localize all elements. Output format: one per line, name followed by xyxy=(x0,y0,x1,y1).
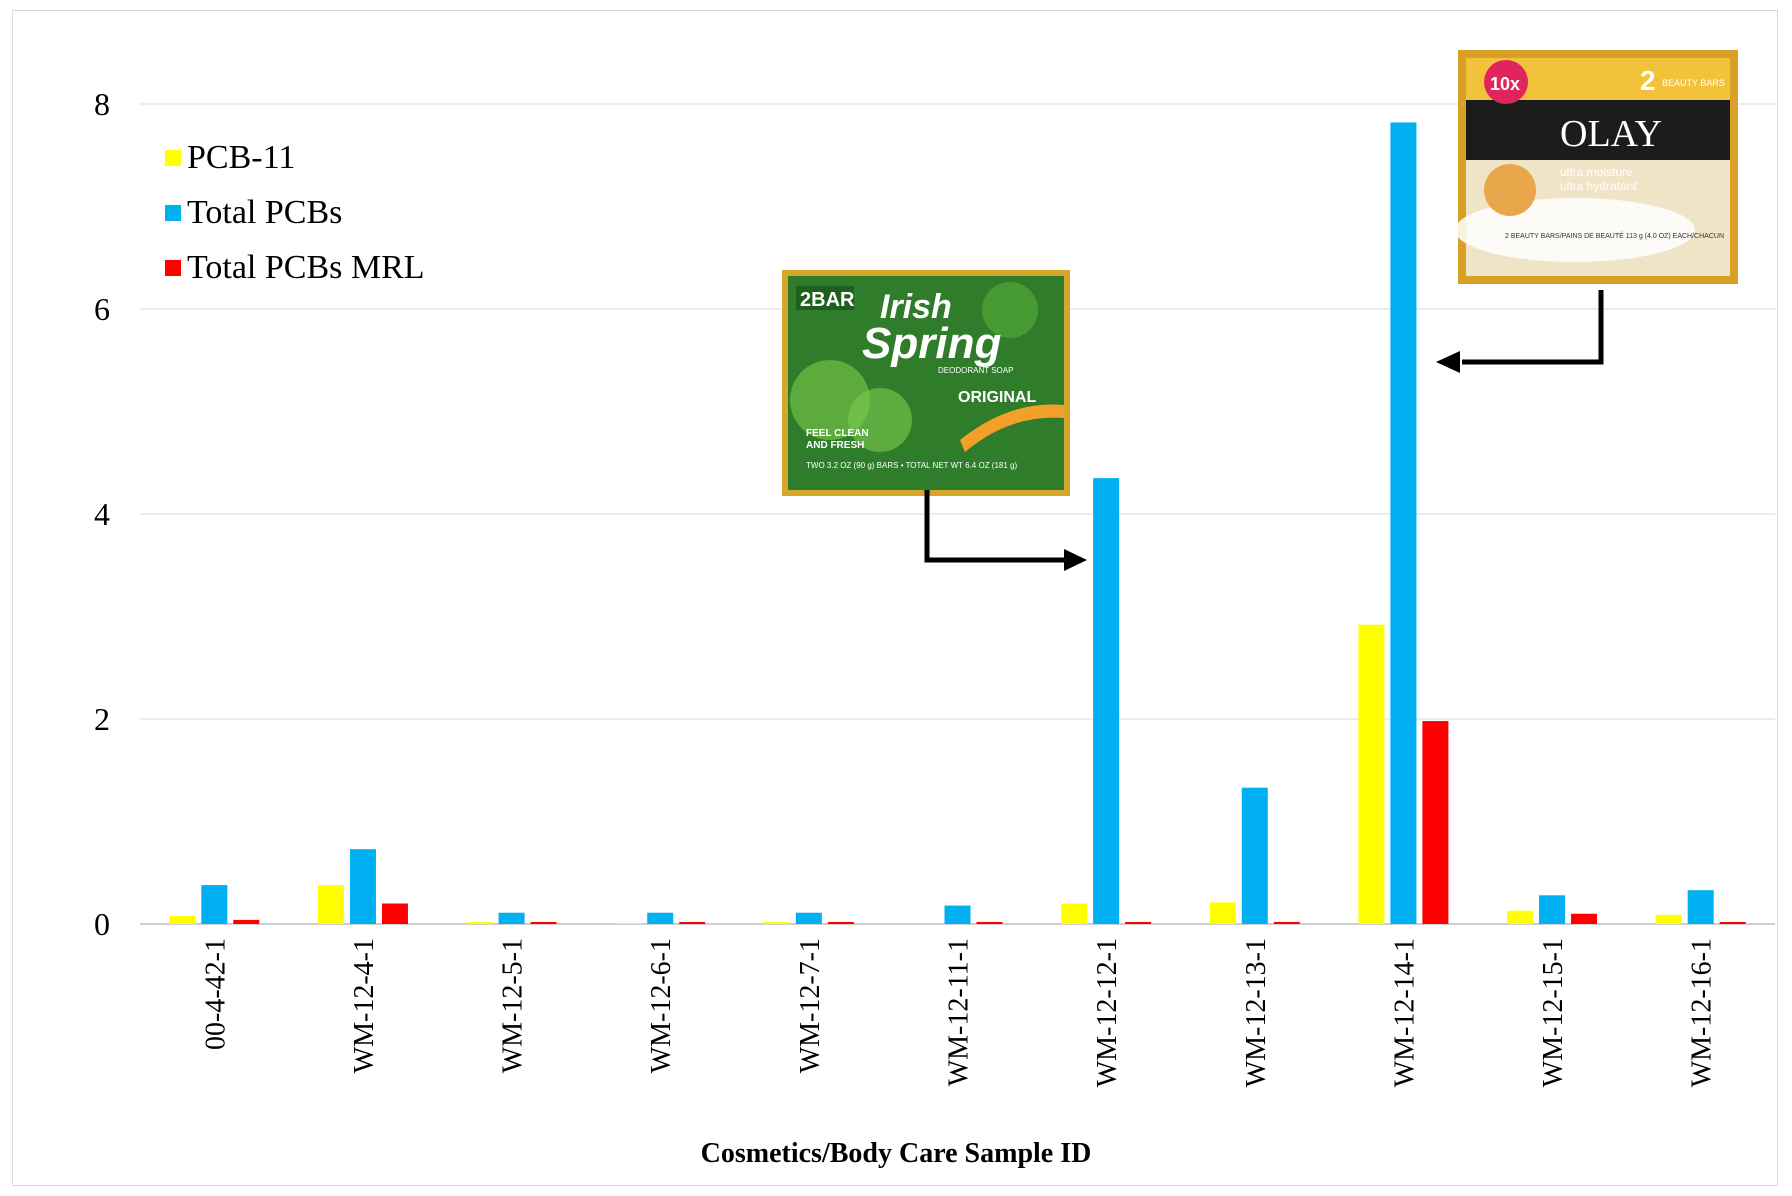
bar-total-pcbs-wm-12-16-1 xyxy=(1687,890,1714,924)
legend-item-total-pcbs-mrl: Total PCBs MRL xyxy=(165,240,425,295)
irish-tagline2: AND FRESH xyxy=(806,440,864,451)
olay-product1: ultra moisture xyxy=(1560,165,1633,179)
bar-total-pcbs-mrl-wm-12-14-1 xyxy=(1422,721,1449,924)
bar-total-pcbs-mrl-00-4-42-1 xyxy=(233,919,260,924)
bar-total-pcbs-mrl-wm-12-11-1 xyxy=(976,921,1003,924)
arrow-olay xyxy=(1462,290,1604,365)
bar-total-pcbs-wm-12-15-1 xyxy=(1539,895,1566,924)
bar-total-pcbs-mrl-wm-12-6-1 xyxy=(679,921,706,924)
x-tick-label: WM-12-14-1 xyxy=(1389,938,1420,1087)
bar-total-pcbs-mrl-wm-12-13-1 xyxy=(1273,921,1300,924)
olay-bars-text: BEAUTY BARS xyxy=(1662,78,1725,88)
bar-total-pcbs-mrl-wm-12-12-1 xyxy=(1125,921,1152,924)
x-tick-label: WM-12-7-1 xyxy=(795,938,826,1073)
bar-total-pcbs-wm-12-6-1 xyxy=(647,912,674,924)
x-tick-label: WM-12-12-1 xyxy=(1092,938,1123,1087)
bar-pcb-11-wm-12-5-1 xyxy=(466,921,493,924)
bar-pcb-11-wm-12-12-1 xyxy=(1061,903,1088,924)
bar-pcb-11-wm-12-14-1 xyxy=(1358,624,1385,924)
x-tick-label: WM-12-16-1 xyxy=(1687,938,1718,1087)
olay-badge: 10x xyxy=(1490,74,1520,94)
x-axis-title: Cosmetics/Body Care Sample ID xyxy=(700,1138,1092,1169)
bar-pcb-11-wm-12-4-1 xyxy=(317,885,344,924)
bar-pcb-11-wm-12-7-1 xyxy=(763,921,790,924)
bar-total-pcbs-wm-12-12-1 xyxy=(1093,478,1120,924)
x-tick-label: WM-12-11-1 xyxy=(944,938,975,1086)
y-tick-label: 6 xyxy=(94,291,110,327)
y-tick-labels: 0 2 4 6 8 xyxy=(94,86,110,942)
bar-pcb-11-wm-12-6-1 xyxy=(615,922,642,924)
bar-pcb-11-wm-12-16-1 xyxy=(1655,914,1682,924)
y-tick-label: 4 xyxy=(94,496,110,532)
bar-total-pcbs-mrl-wm-12-5-1 xyxy=(530,921,557,924)
x-tick-label: WM-12-13-1 xyxy=(1241,938,1272,1087)
irish-net: TWO 3.2 OZ (90 g) BARS • TOTAL NET WT 6.… xyxy=(806,461,1017,470)
irish-brand-line2: Spring xyxy=(862,319,1001,368)
olay-image: 10x 2 BEAUTY BARS OLAY ultra moisture ul… xyxy=(1455,50,1738,284)
bar-total-pcbs-00-4-42-1 xyxy=(201,885,228,924)
bar-pcb-11-wm-12-13-1 xyxy=(1209,902,1236,924)
x-tick-label: WM-12-6-1 xyxy=(646,938,677,1073)
bar-total-pcbs-mrl-wm-12-7-1 xyxy=(827,921,854,924)
x-tick-label: WM-12-4-1 xyxy=(349,938,380,1073)
bar-total-pcbs-wm-12-13-1 xyxy=(1241,787,1268,924)
legend-label-pcb11: PCB-11 xyxy=(187,138,296,176)
olay-brand: OLAY xyxy=(1560,113,1662,155)
bar-total-pcbs-wm-12-11-1 xyxy=(944,905,971,924)
x-tick-label: WM-12-15-1 xyxy=(1538,938,1569,1087)
legend-swatch-total-pcbs-mrl xyxy=(165,259,181,276)
chart-frame xyxy=(12,10,1778,1186)
olay-net: 2 BEAUTY BARS/PAINS DE BEAUTÉ 113 g (4.0… xyxy=(1505,231,1724,240)
olay-product2: ultra hydratant xyxy=(1560,179,1637,193)
irish-badge: 2BAR xyxy=(800,289,855,311)
legend-swatch-total-pcbs xyxy=(165,204,181,221)
bar-total-pcbs-wm-12-5-1 xyxy=(498,912,525,924)
y-tick-label: 0 xyxy=(94,906,110,942)
legend-label-total-pcbs: Total PCBs xyxy=(187,193,343,231)
x-tick-labels: 00-4-42-1 WM-12-4-1 WM-12-5-1 WM-12-6-1 WM-1… xyxy=(200,938,1717,1087)
legend: PCB-11 Total PCBs Total PCBs MRL xyxy=(165,130,425,295)
irish-spring-image: 2BAR Irish Spring DEODORANT SOAP ORIGINA… xyxy=(782,270,1070,496)
bar-total-pcbs-wm-12-14-1 xyxy=(1390,122,1417,924)
bar-total-pcbs-wm-12-4-1 xyxy=(349,849,376,924)
bar-total-pcbs-mrl-wm-12-4-1 xyxy=(381,903,408,924)
irish-variant: ORIGINAL xyxy=(958,389,1036,406)
legend-label-total-pcbs-mrl: Total PCBs MRL xyxy=(187,248,425,286)
bar-total-pcbs-mrl-wm-12-16-1 xyxy=(1719,921,1746,924)
bar-pcb-11-wm-12-15-1 xyxy=(1507,910,1534,924)
bar-pcb-11-00-4-42-1 xyxy=(169,915,196,924)
y-tick-label: 2 xyxy=(94,701,110,737)
olay-count: 2 xyxy=(1640,65,1656,96)
bars-layer xyxy=(169,122,1746,924)
arrow-irish-spring xyxy=(924,490,1065,563)
legend-item-total-pcbs: Total PCBs xyxy=(165,185,425,240)
irish-tagline1: FEEL CLEAN xyxy=(806,428,869,439)
legend-swatch-pcb11 xyxy=(165,149,181,166)
x-tick-label: WM-12-5-1 xyxy=(498,938,529,1073)
y-tick-label: 8 xyxy=(94,86,110,122)
bar-total-pcbs-wm-12-7-1 xyxy=(795,912,822,924)
arrow-head-olay xyxy=(1436,351,1460,373)
irish-brand-line1: Irish xyxy=(880,288,952,326)
legend-item-pcb11: PCB-11 xyxy=(165,130,425,185)
irish-sub: DEODORANT SOAP xyxy=(938,366,1013,375)
bar-total-pcbs-mrl-wm-12-15-1 xyxy=(1571,913,1598,924)
arrow-head-irish-spring xyxy=(1064,549,1087,571)
x-tick-label: 00-4-42-1 xyxy=(200,938,231,1050)
